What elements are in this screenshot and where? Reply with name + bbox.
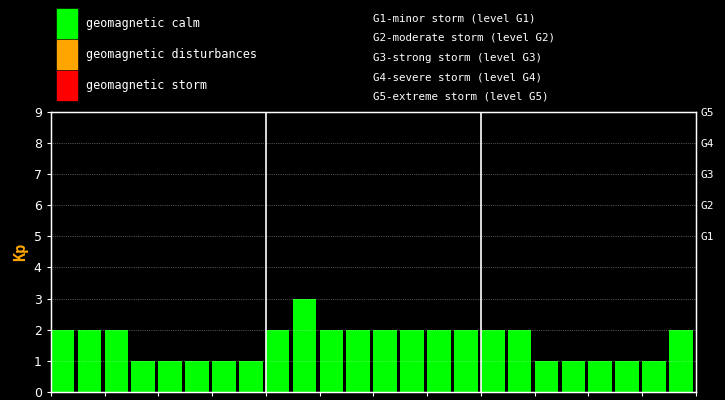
Bar — [266, 330, 289, 392]
Bar — [347, 330, 370, 392]
Bar — [158, 361, 182, 392]
Bar — [481, 330, 505, 392]
FancyBboxPatch shape — [57, 71, 77, 100]
Bar — [239, 361, 262, 392]
Bar — [454, 330, 478, 392]
Bar — [320, 330, 343, 392]
Bar — [78, 330, 102, 392]
FancyBboxPatch shape — [57, 40, 77, 69]
Text: geomagnetic calm: geomagnetic calm — [86, 17, 200, 30]
Bar — [373, 330, 397, 392]
Bar — [669, 330, 693, 392]
Bar — [212, 361, 236, 392]
Bar — [185, 361, 209, 392]
Text: G3-strong storm (level G3): G3-strong storm (level G3) — [373, 52, 542, 62]
Bar — [507, 330, 531, 392]
Bar — [534, 361, 558, 392]
Text: G5-extreme storm (level G5): G5-extreme storm (level G5) — [373, 92, 549, 102]
Bar — [131, 361, 155, 392]
Bar — [104, 330, 128, 392]
Text: G2-moderate storm (level G2): G2-moderate storm (level G2) — [373, 33, 555, 43]
Bar — [427, 330, 451, 392]
Text: geomagnetic disturbances: geomagnetic disturbances — [86, 48, 257, 61]
Bar — [589, 361, 612, 392]
Text: geomagnetic storm: geomagnetic storm — [86, 79, 207, 92]
Y-axis label: Kp: Kp — [13, 243, 28, 261]
Bar — [616, 361, 639, 392]
Bar — [400, 330, 424, 392]
Text: G1-minor storm (level G1): G1-minor storm (level G1) — [373, 13, 536, 23]
Bar — [293, 298, 316, 392]
FancyBboxPatch shape — [57, 9, 77, 38]
Bar — [51, 330, 75, 392]
Text: G4-severe storm (level G4): G4-severe storm (level G4) — [373, 72, 542, 82]
Bar — [562, 361, 585, 392]
Bar — [642, 361, 666, 392]
